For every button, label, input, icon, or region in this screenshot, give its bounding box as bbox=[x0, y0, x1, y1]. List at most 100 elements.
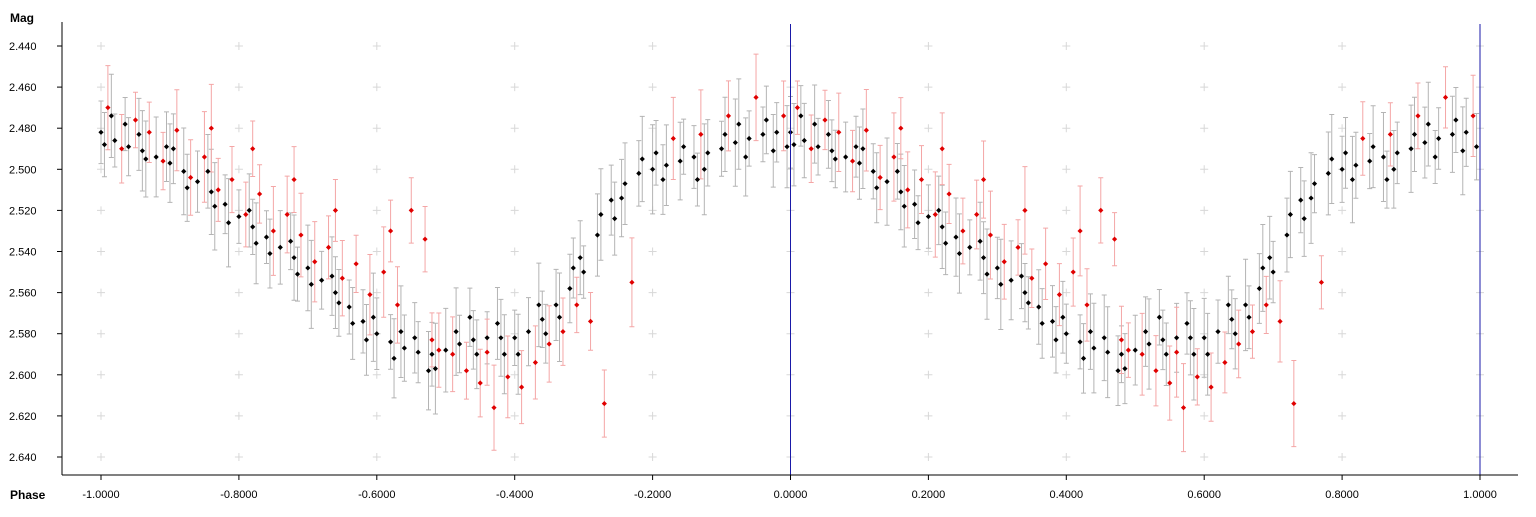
data-point bbox=[125, 144, 132, 150]
data-point bbox=[898, 125, 904, 131]
data-point bbox=[732, 139, 738, 146]
data-point bbox=[1022, 290, 1028, 296]
data-point bbox=[753, 94, 759, 100]
data-point bbox=[294, 271, 301, 277]
data-point bbox=[1360, 135, 1366, 142]
data-point bbox=[167, 160, 173, 166]
y-tick-label: 2.500 bbox=[9, 164, 37, 176]
data-point bbox=[112, 137, 118, 144]
data-point bbox=[815, 144, 821, 150]
data-point bbox=[1242, 302, 1249, 308]
data-point bbox=[856, 160, 863, 166]
data-point bbox=[1229, 316, 1235, 322]
data-point bbox=[822, 117, 828, 123]
grid-marker bbox=[372, 42, 381, 50]
data-point bbox=[984, 271, 990, 277]
data-point bbox=[863, 127, 869, 133]
data-point bbox=[953, 234, 959, 240]
data-point bbox=[250, 224, 256, 230]
grid-marker bbox=[234, 411, 243, 420]
data-point bbox=[860, 146, 866, 152]
data-point bbox=[1225, 302, 1231, 308]
data-point bbox=[1308, 195, 1314, 201]
data-point bbox=[1122, 366, 1128, 372]
data-point bbox=[329, 273, 335, 279]
data-point bbox=[225, 220, 232, 226]
data-point bbox=[101, 142, 108, 148]
grid-marker bbox=[1062, 370, 1071, 379]
data-point bbox=[1098, 207, 1104, 213]
data-point bbox=[743, 154, 749, 160]
data-point bbox=[663, 162, 669, 168]
data-point bbox=[1174, 349, 1180, 355]
data-point bbox=[612, 216, 618, 222]
data-point bbox=[1060, 314, 1066, 320]
data-point bbox=[1111, 236, 1118, 242]
data-point bbox=[477, 380, 483, 386]
data-point bbox=[543, 331, 549, 337]
data-point bbox=[832, 156, 838, 162]
x-tick-label: 1.0000 bbox=[1463, 489, 1497, 501]
y-tick-label: 2.520 bbox=[9, 205, 37, 217]
error-bar-layer bbox=[98, 53, 1480, 453]
data-point bbox=[1163, 351, 1169, 357]
data-point bbox=[1063, 331, 1069, 337]
grid-marker bbox=[97, 247, 105, 256]
data-point bbox=[208, 125, 214, 131]
data-point bbox=[370, 314, 376, 320]
data-point bbox=[870, 168, 876, 174]
grid-marker bbox=[510, 411, 519, 420]
data-point bbox=[587, 318, 594, 324]
data-point bbox=[594, 232, 601, 238]
data-point bbox=[291, 255, 297, 261]
data-point bbox=[194, 179, 201, 185]
grid-marker bbox=[97, 329, 105, 338]
grid-marker bbox=[1200, 124, 1209, 133]
x-tick-label: 0.0000 bbox=[774, 489, 808, 501]
data-point bbox=[1084, 302, 1090, 308]
data-point bbox=[346, 304, 352, 310]
data-point bbox=[725, 113, 732, 119]
data-point bbox=[977, 238, 983, 244]
data-point bbox=[453, 329, 459, 335]
data-point bbox=[422, 236, 428, 242]
grid-marker bbox=[1062, 247, 1071, 256]
data-point bbox=[898, 189, 904, 195]
grid-marker bbox=[97, 411, 105, 420]
x-tick-label: -0.8000 bbox=[220, 489, 257, 501]
grid-marker bbox=[648, 370, 657, 379]
y-tick-label: 2.640 bbox=[9, 452, 37, 464]
data-point bbox=[1232, 331, 1238, 337]
data-point bbox=[525, 329, 532, 335]
data-point bbox=[108, 113, 114, 119]
grid-marker bbox=[510, 247, 519, 256]
data-point bbox=[415, 349, 421, 355]
data-point bbox=[629, 279, 635, 285]
grid-marker bbox=[1200, 83, 1209, 92]
y-tick-label: 2.560 bbox=[9, 288, 37, 300]
grid-marker bbox=[648, 411, 657, 420]
data-point bbox=[170, 146, 176, 152]
data-point bbox=[387, 228, 394, 234]
x-tick-label: 0.6000 bbox=[1187, 489, 1221, 501]
grid-marker bbox=[234, 247, 243, 256]
data-point bbox=[1370, 144, 1376, 150]
y-tick-label: 2.620 bbox=[9, 411, 37, 423]
data-point bbox=[1180, 405, 1187, 411]
data-point bbox=[677, 158, 683, 164]
data-point bbox=[532, 359, 538, 366]
data-point bbox=[622, 181, 628, 187]
y-tick-layer: 2.440 2.460 2.480 2.500 2.520 2.540 2.560 2.580… bbox=[9, 41, 62, 464]
data-point bbox=[319, 277, 325, 283]
data-point bbox=[894, 168, 900, 174]
grid-marker bbox=[1200, 411, 1209, 420]
data-point bbox=[1236, 341, 1242, 347]
data-point bbox=[463, 368, 470, 374]
data-point bbox=[960, 228, 966, 234]
data-point bbox=[229, 176, 235, 183]
data-point bbox=[853, 144, 859, 150]
grid-marker bbox=[372, 453, 381, 461]
grid-marker bbox=[510, 124, 519, 133]
data-point bbox=[1277, 318, 1283, 324]
data-point bbox=[1056, 292, 1063, 298]
